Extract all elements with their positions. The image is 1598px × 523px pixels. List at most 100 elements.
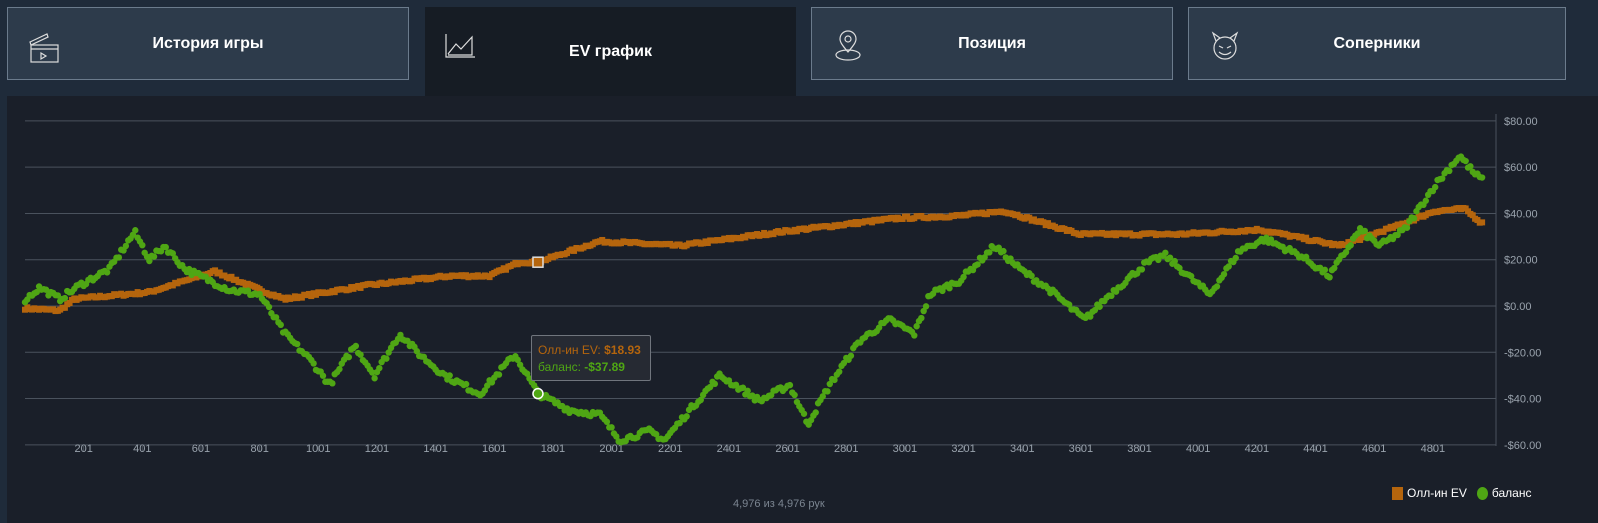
y-tick-label: $0.00 [1504, 301, 1532, 313]
balance-point [1187, 272, 1195, 280]
balance-point [336, 365, 343, 373]
chart-tooltip: Олл-ин EV: $18.93 баланс: -$37.89 [531, 335, 651, 381]
ev-chart[interactable]: $80.00 $60.00 $40.00 $20.00 $0.00 -$20.00 -$40… [7, 96, 1598, 523]
x-tick-label: 1801 [541, 443, 565, 455]
balance-point [1087, 313, 1094, 320]
y-tick-label: -$40.00 [1504, 394, 1541, 406]
balance-point [139, 241, 146, 249]
balance-point [103, 269, 111, 276]
balance-point [1467, 163, 1474, 170]
tab-opponents[interactable]: Соперники [1188, 7, 1566, 80]
balance-point [1138, 266, 1146, 273]
tab-game-history[interactable]: История игры [7, 7, 409, 80]
x-tick-label: 4201 [1245, 443, 1269, 455]
balance-point [277, 321, 284, 329]
allin-ev-point [66, 300, 73, 307]
y-tick-label: -$20.00 [1504, 347, 1541, 359]
balance-point [357, 351, 364, 358]
balance-point [1108, 292, 1115, 300]
balance-point [1422, 197, 1430, 204]
allin-ev-point [1303, 234, 1310, 241]
balance-point [345, 353, 353, 361]
balance-point [132, 227, 139, 234]
x-tick-label: 3401 [1010, 443, 1034, 455]
x-tick-label: 2601 [775, 443, 799, 455]
allin-ev-point [212, 267, 219, 274]
area-chart-icon [445, 34, 475, 58]
hover-balance-marker [532, 387, 544, 400]
balance-point [812, 409, 819, 416]
tooltip-balance-value: -$37.89 [584, 360, 625, 374]
x-tick-label: 2001 [599, 443, 623, 455]
balance-point [404, 337, 411, 344]
allin-ev-point [1380, 228, 1387, 235]
balance-point [744, 387, 751, 395]
balance-point [826, 380, 834, 388]
tooltip-ev-label: Олл-ин EV: [538, 343, 605, 357]
allin-ev-point [61, 304, 68, 311]
balance-point [146, 257, 153, 265]
balance-point [369, 369, 376, 376]
balance-point [683, 413, 690, 420]
balance-point [162, 243, 169, 251]
balance-point [33, 288, 40, 296]
legend-ev-marker [1392, 486, 1403, 500]
legend-balance-label[interactable]: баланс [1491, 486, 1532, 500]
balance-point [462, 380, 470, 388]
balance-point [1478, 174, 1486, 181]
balance-point [1347, 242, 1354, 249]
x-tick-label: 1001 [306, 443, 330, 455]
balance-point [329, 380, 336, 387]
clapperboard-icon [29, 33, 59, 63]
balance-point [1166, 254, 1174, 261]
balance-point [1232, 254, 1239, 262]
balance-point [918, 314, 925, 322]
balance-point [1162, 249, 1169, 256]
allin-ev-point [1469, 212, 1476, 219]
balance-point [840, 359, 848, 367]
tab-label: Соперники [1333, 34, 1421, 52]
hands-count: 4,976 из 4,976 рук [733, 498, 825, 510]
balance-point [169, 250, 177, 257]
balance-point [319, 372, 327, 379]
chart-legend: Олл-ин EV баланс [1392, 486, 1531, 500]
balance-point [1321, 266, 1329, 274]
balance-point [1439, 175, 1446, 182]
x-tick-label: 601 [192, 443, 210, 455]
legend-ev-label[interactable]: Олл-ин EV [1407, 486, 1467, 500]
balance-point [1096, 303, 1103, 310]
balance-point [1091, 306, 1099, 314]
allin-ev-point [1479, 219, 1486, 226]
map-pin-icon [835, 30, 861, 61]
balance-point [1431, 183, 1439, 191]
balance-point [786, 381, 794, 389]
balance-point [523, 370, 531, 377]
balance-point [265, 303, 273, 311]
x-tick-label: 401 [133, 443, 151, 455]
balance-point [1225, 263, 1232, 270]
y-tick-label: $80.00 [1504, 116, 1538, 128]
balance-point [697, 396, 704, 404]
balance-point [1361, 227, 1368, 235]
allin-ev-point [503, 266, 510, 273]
tab-position[interactable]: Позиция [811, 7, 1173, 80]
balance-point [376, 364, 383, 372]
balance-point [800, 410, 808, 417]
balance-point [352, 342, 360, 350]
balance-point [922, 303, 930, 310]
balance-point [676, 419, 683, 427]
balance-point [946, 285, 953, 292]
balance-point [831, 376, 838, 384]
tab-label: EV график [569, 42, 652, 60]
chart-panel: $80.00 $60.00 $40.00 $20.00 $0.00 -$20.00 -$40… [7, 96, 1598, 523]
allin-ev-point [228, 273, 235, 280]
tab-ev-chart[interactable]: EV график [425, 7, 796, 96]
balance-point [960, 273, 967, 281]
balance-point [115, 254, 123, 261]
x-tick-label: 4001 [1186, 443, 1210, 455]
balance-point [54, 292, 62, 299]
x-tick-label: 2201 [658, 443, 682, 455]
balance-point [819, 393, 826, 400]
x-tick-label: 3201 [951, 443, 975, 455]
balance-point [739, 384, 747, 391]
